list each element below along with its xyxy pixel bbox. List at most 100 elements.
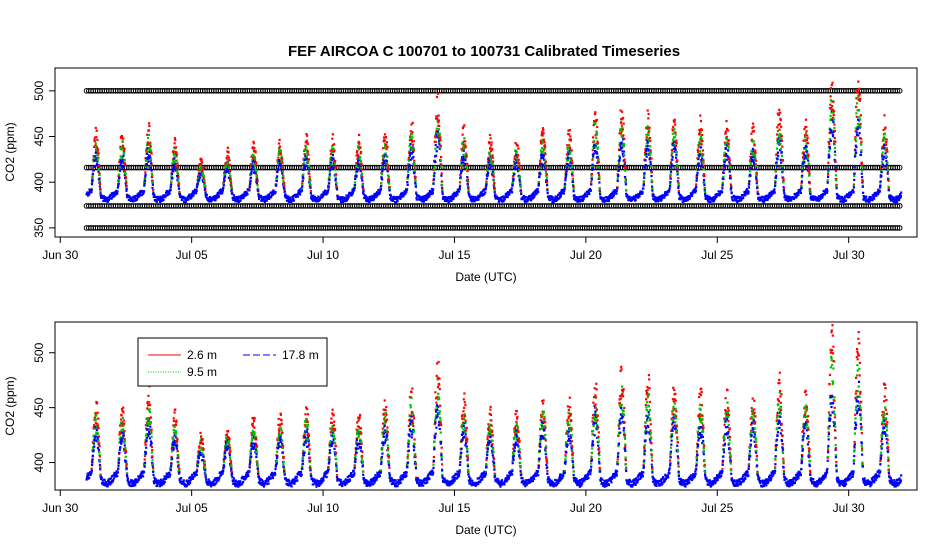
inlet-2-6m-point (488, 142, 491, 145)
inlet-17-8m-point (309, 186, 312, 189)
inlet-2-6m-point (356, 150, 359, 153)
inlet-9-5m-point (305, 155, 308, 158)
inlet-2-6m-point (591, 158, 594, 161)
inlet-17-8m-point (647, 149, 650, 152)
inlet-9-5m-point (540, 146, 544, 150)
inlet-2-6m-point (227, 156, 230, 159)
inlet-2-6m-point (301, 182, 304, 185)
inlet-2-6m-point (439, 136, 442, 139)
inlet-2-6m-point (518, 168, 521, 171)
inlet-2-6m-point (329, 152, 333, 155)
inlet-17-8m-point (484, 191, 487, 194)
inlet-17-8m-point (389, 195, 393, 198)
inlet-2-6m-point (701, 140, 704, 143)
inlet-2-6m-point (546, 181, 549, 184)
inlet-9-5m-point (281, 159, 284, 162)
inlet-2-6m-point (385, 148, 388, 151)
inlet-2-6m-point (177, 182, 181, 185)
inlet-9-5m-point (255, 170, 258, 173)
inlet-9-5m-point (333, 162, 336, 165)
inlet-17-8m-point (151, 186, 154, 190)
inlet-9-5m-point (545, 176, 548, 179)
inlet-9-5m-point (147, 133, 150, 136)
inlet-2-6m-point (95, 136, 98, 139)
inlet-17-8m-point (536, 187, 539, 191)
inlet-17-8m-point (117, 184, 120, 187)
inlet-17-8m-point (671, 156, 674, 159)
inlet-2-6m-point (437, 114, 440, 117)
inlet-17-8m-point (301, 185, 304, 188)
inlet-2-6m-point (306, 134, 309, 137)
inlet-2-6m-point (252, 142, 255, 145)
inlet-9-5m-point (386, 155, 389, 158)
inlet-17-8m-point (646, 141, 650, 144)
inlet-17-8m-point (171, 177, 174, 180)
inlet-17-8m-point (248, 185, 251, 188)
inlet-17-8m-point (353, 189, 356, 192)
inlet-2-6m-point (492, 175, 495, 178)
inlet-9-5m-point (119, 166, 122, 169)
inlet-2-6m-point (590, 172, 593, 176)
inlet-17-8m-point (408, 168, 411, 171)
inlet-17-8m-point (466, 176, 469, 179)
inlet-2-6m-point (283, 184, 286, 187)
inlet-17-8m-point (514, 166, 517, 169)
inlet-2-6m-point (729, 163, 732, 166)
inlet-17-8m-point (396, 200, 399, 203)
inlet-9-5m-point (151, 181, 154, 184)
inlet-17-8m-point (708, 195, 711, 198)
inlet-17-8m-point (414, 185, 417, 188)
calibration-point (894, 225, 901, 231)
inlet-17-8m-point (223, 177, 226, 180)
inlet-2-6m-point (436, 117, 439, 120)
inlet-17-8m-point (663, 196, 666, 199)
inlet-2-6m-point (385, 143, 388, 146)
inlet-17-8m-point (405, 190, 408, 193)
inlet-9-5m-point (492, 172, 495, 175)
inlet-2-6m-point (512, 175, 515, 178)
inlet-17-8m-point (643, 172, 646, 175)
inlet-2-6m-point (435, 95, 439, 99)
inlet-17-8m-point (634, 198, 637, 202)
inlet-2-6m-point (228, 164, 231, 167)
inlet-17-8m-point (618, 158, 621, 161)
inlet-2-6m-point (485, 180, 488, 183)
inlet-17-8m-point (586, 195, 589, 198)
inlet-2-6m-point (467, 180, 470, 183)
inlet-9-5m-point (330, 163, 333, 166)
inlet-2-6m-point (597, 161, 600, 164)
inlet-9-5m-point (361, 183, 364, 186)
inlet-2-6m-point (624, 167, 627, 170)
inlet-17-8m-point (252, 165, 255, 169)
inlet-17-8m-point (246, 193, 249, 196)
inlet-2-6m-point (622, 134, 625, 137)
inlet-17-8m-point (698, 164, 701, 167)
inlet-17-8m-point (412, 155, 415, 159)
inlet-17-8m-point (730, 186, 733, 189)
inlet-9-5m-point (616, 177, 619, 180)
inlet-17-8m-point (721, 191, 724, 194)
inlet-17-8m-point (199, 176, 202, 179)
inlet-17-8m-point (98, 177, 101, 180)
inlet-2-6m-point (147, 129, 150, 132)
inlet-17-8m-point (151, 183, 154, 186)
inlet-2-6m-point (144, 171, 147, 174)
inlet-17-8m-point (675, 156, 678, 159)
inlet-17-8m-point (563, 183, 567, 186)
inlet-2-6m-point (622, 116, 625, 119)
inlet-17-8m-point (573, 194, 576, 197)
inlet-2-6m-point (493, 187, 496, 191)
inlet-17-8m-point (623, 163, 626, 166)
inlet-9-5m-point (647, 134, 650, 137)
inlet-2-6m-point (440, 172, 443, 175)
inlet-17-8m-point (195, 192, 198, 195)
inlet-17-8m-point (433, 172, 436, 175)
inlet-17-8m-point (432, 178, 435, 181)
inlet-17-8m-point (388, 189, 391, 192)
inlet-17-8m-point (512, 178, 515, 181)
inlet-2-6m-point (435, 115, 438, 118)
inlet-2-6m-point (646, 109, 649, 112)
inlet-2-6m-point (253, 146, 256, 149)
inlet-2-6m-point (672, 125, 675, 128)
inlet-17-8m-point (645, 152, 648, 155)
